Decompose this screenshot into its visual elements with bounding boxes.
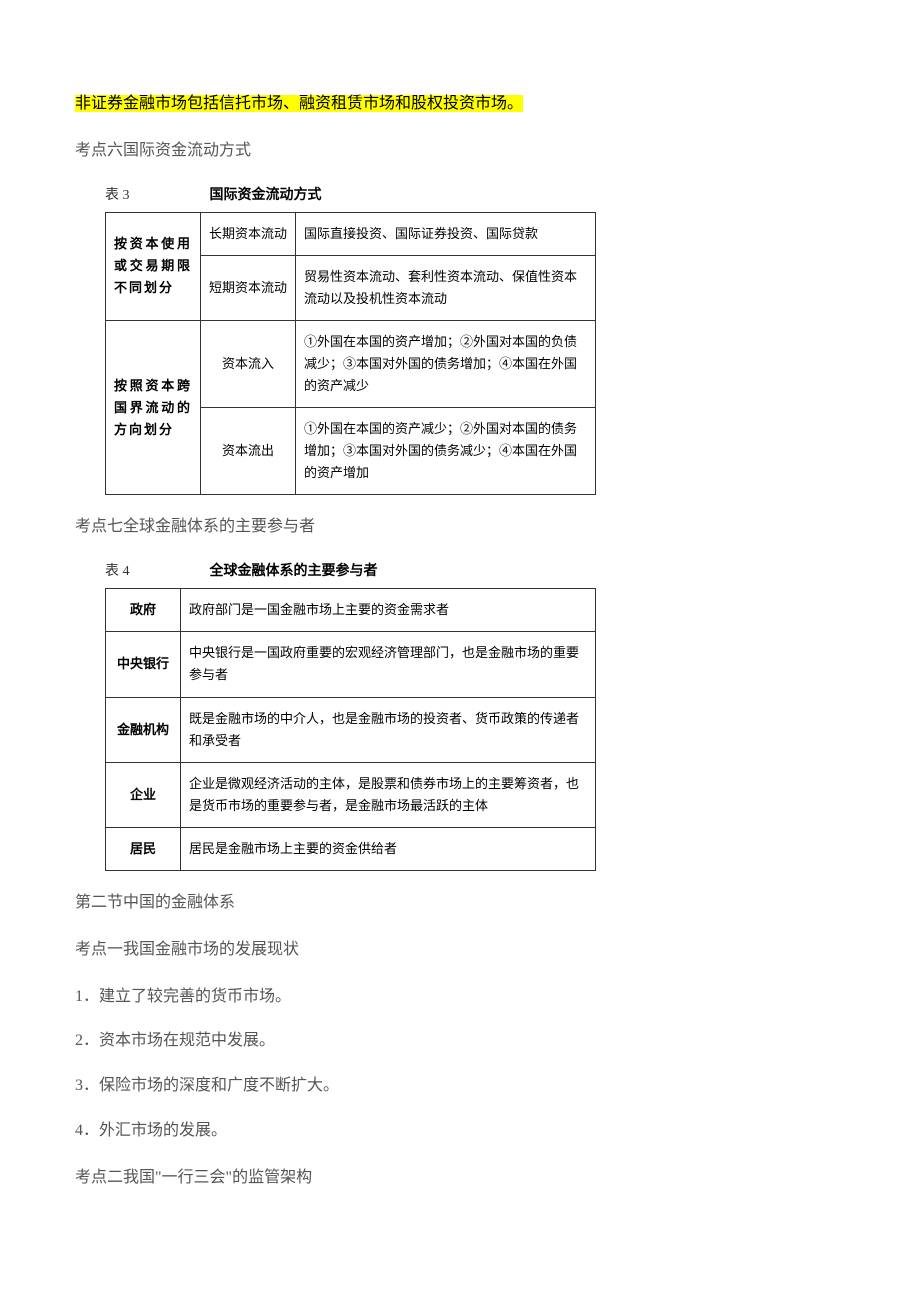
table-cell-sub: 长期资本流动 bbox=[201, 212, 296, 255]
table-cell-desc: ①外国在本国的资产减少；②外国对本国的债务增加；③本国对外国的债务减少；④本国在… bbox=[296, 408, 596, 495]
table-3-title: 国际资金流动方式 bbox=[210, 184, 322, 204]
section-2-title: 第二节中国的金融体系 bbox=[75, 889, 845, 918]
table-4-title: 全球金融体系的主要参与者 bbox=[210, 560, 378, 580]
table-cell-category: 企业 bbox=[106, 762, 181, 827]
table-cell-category: 按照资本跨国界流动的方向划分 bbox=[106, 320, 201, 495]
table-cell-sub: 短期资本流动 bbox=[201, 255, 296, 320]
table-cell-desc: ①外国在本国的资产增加；②外国对本国的负债减少；③本国对外国的债务增加；④本国在… bbox=[296, 320, 596, 407]
table-row: 中央银行 中央银行是一国政府重要的宏观经济管理部门，也是金融市场的重要参与者 bbox=[106, 632, 596, 697]
list-item: 1．建立了较完善的货币市场。 bbox=[75, 983, 845, 1012]
table-cell-desc: 居民是金融市场上主要的资金供给者 bbox=[181, 827, 596, 870]
table-3-label: 表 3 bbox=[105, 184, 130, 204]
table-3-container: 表 3 国际资金流动方式 按资本使用或交易期限不同划分 长期资本流动 国际直接投… bbox=[105, 184, 845, 496]
table-cell-desc: 既是金融市场的中介人，也是金融市场的投资者、货币政策的传递者和承受者 bbox=[181, 697, 596, 762]
kaodian-2-2-heading: 考点二我国"一行三会"的监管架构 bbox=[75, 1164, 845, 1193]
table-row: 按照资本跨国界流动的方向划分 资本流入 ①外国在本国的资产增加；②外国对本国的负… bbox=[106, 320, 596, 407]
list-item: 2．资本市场在规范中发展。 bbox=[75, 1027, 845, 1056]
highlight-span: 非证券金融市场包括信托市场、融资租赁市场和股权投资市场。 bbox=[75, 95, 523, 112]
table-cell-desc: 中央银行是一国政府重要的宏观经济管理部门，也是金融市场的重要参与者 bbox=[181, 632, 596, 697]
list-item: 4．外汇市场的发展。 bbox=[75, 1117, 845, 1146]
table-cell-desc: 企业是微观经济活动的主体，是股票和债券市场上的主要筹资者，也是货币市场的重要参与… bbox=[181, 762, 596, 827]
table-3-header: 表 3 国际资金流动方式 bbox=[105, 184, 845, 204]
table-4: 政府 政府部门是一国金融市场上主要的资金需求者 中央银行 中央银行是一国政府重要… bbox=[105, 588, 596, 871]
table-4-header: 表 4 全球金融体系的主要参与者 bbox=[105, 560, 845, 580]
table-cell-category: 政府 bbox=[106, 589, 181, 632]
table-row: 政府 政府部门是一国金融市场上主要的资金需求者 bbox=[106, 589, 596, 632]
kaodian-6-heading: 考点六国际资金流动方式 bbox=[75, 137, 845, 166]
table-row: 按资本使用或交易期限不同划分 长期资本流动 国际直接投资、国际证券投资、国际贷款 bbox=[106, 212, 596, 255]
table-cell-desc: 国际直接投资、国际证券投资、国际贷款 bbox=[296, 212, 596, 255]
table-row: 金融机构 既是金融市场的中介人，也是金融市场的投资者、货币政策的传递者和承受者 bbox=[106, 697, 596, 762]
table-row: 居民 居民是金融市场上主要的资金供给者 bbox=[106, 827, 596, 870]
table-cell-desc: 贸易性资本流动、套利性资本流动、保值性资本流动以及投机性资本流动 bbox=[296, 255, 596, 320]
kaodian-2-1-heading: 考点一我国金融市场的发展现状 bbox=[75, 936, 845, 965]
table-cell-category: 金融机构 bbox=[106, 697, 181, 762]
table-cell-sub: 资本流入 bbox=[201, 320, 296, 407]
table-cell-desc: 政府部门是一国金融市场上主要的资金需求者 bbox=[181, 589, 596, 632]
table-4-label: 表 4 bbox=[105, 560, 130, 580]
highlight-text: 非证券金融市场包括信托市场、融资租赁市场和股权投资市场。 bbox=[75, 90, 845, 119]
table-3: 按资本使用或交易期限不同划分 长期资本流动 国际直接投资、国际证券投资、国际贷款… bbox=[105, 212, 596, 496]
table-row: 企业 企业是微观经济活动的主体，是股票和债券市场上的主要筹资者，也是货币市场的重… bbox=[106, 762, 596, 827]
kaodian-7-heading: 考点七全球金融体系的主要参与者 bbox=[75, 513, 845, 542]
list-item: 3．保险市场的深度和广度不断扩大。 bbox=[75, 1072, 845, 1101]
table-cell-category: 按资本使用或交易期限不同划分 bbox=[106, 212, 201, 320]
table-cell-sub: 资本流出 bbox=[201, 408, 296, 495]
table-4-container: 表 4 全球金融体系的主要参与者 政府 政府部门是一国金融市场上主要的资金需求者… bbox=[105, 560, 845, 871]
table-cell-category: 中央银行 bbox=[106, 632, 181, 697]
table-cell-category: 居民 bbox=[106, 827, 181, 870]
